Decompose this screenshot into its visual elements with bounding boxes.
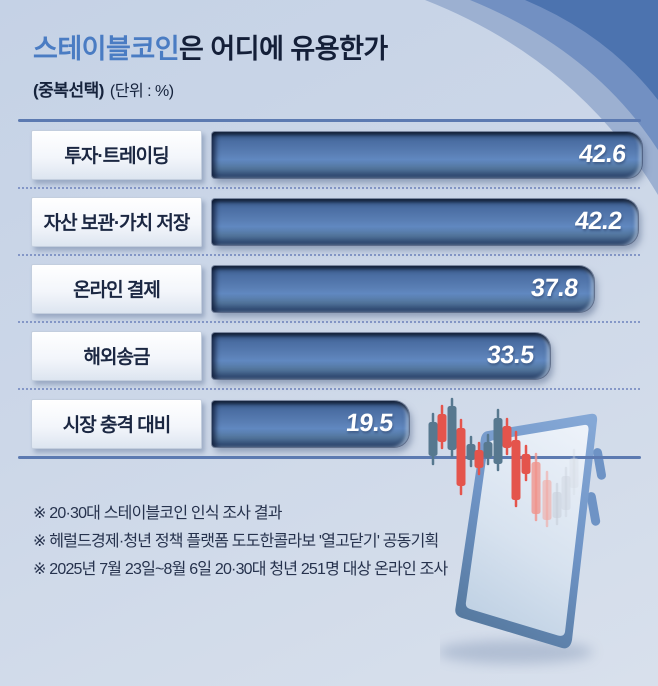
value-label: 33.5 xyxy=(485,340,536,369)
category-label-box: 자산 보관·가치 저장 xyxy=(31,196,202,247)
category-label: 시장 충격 대비 xyxy=(62,415,171,436)
bar-row: 온라인 결제 37.8 xyxy=(18,256,640,323)
bar-row: 투자·트레이딩 42.6 xyxy=(18,122,642,189)
category-label-box: 온라인 결제 xyxy=(31,263,202,314)
value-bar: 19.5 xyxy=(212,400,409,447)
value-bar: 33.5 xyxy=(212,332,550,379)
category-label: 투자·트레이딩 xyxy=(64,146,169,167)
category-label-box: 해외송금 xyxy=(31,330,202,381)
title-rest: 은 어디에 유용한가 xyxy=(179,34,388,64)
chart-top-border xyxy=(18,119,641,122)
value-bar: 42.2 xyxy=(212,198,638,245)
bar-track: 42.6 xyxy=(212,130,642,180)
value-bar: 42.6 xyxy=(212,131,642,178)
unit-note: (단위 : %) xyxy=(109,83,174,101)
category-label: 자산 보관·가치 저장 xyxy=(43,213,191,234)
bar-track: 37.8 xyxy=(212,264,640,314)
value-label: 42.6 xyxy=(577,139,628,168)
chart-bottom-border xyxy=(18,456,641,459)
bar-track: 42.2 xyxy=(212,197,640,247)
bar-row: 해외송금 33.5 xyxy=(18,323,640,390)
category-label-box: 투자·트레이딩 xyxy=(31,129,202,180)
multi-select-note: (중복선택) xyxy=(33,81,104,101)
bar-row: 시장 충격 대비 19.5 xyxy=(18,390,640,457)
category-label-box: 시장 충격 대비 xyxy=(31,398,202,449)
footnotes: ※ 20·30대 스테이블코인 인식 조사 결과 ※ 헤럴드경제·청년 정책 플… xyxy=(33,500,448,584)
phone-side-button-icon xyxy=(586,492,601,526)
title-accent: 스테이블코인 xyxy=(33,34,180,64)
bar-track: 33.5 xyxy=(212,331,640,381)
value-label: 19.5 xyxy=(344,408,395,437)
footnote: ※ 헤럴드경제·청년 정책 플랫폼 도도한콜라보 '열고닫기' 공동기획 xyxy=(33,533,439,550)
phone-shadow xyxy=(440,640,593,664)
bar-chart: 투자·트레이딩 42.6 자산 보관·가치 저장 42.2 온라인 결제 37.… xyxy=(18,122,642,457)
category-label: 온라인 결제 xyxy=(73,280,161,301)
bar-track: 19.5 xyxy=(212,399,640,449)
value-bar: 37.8 xyxy=(212,265,594,312)
category-label: 해외송금 xyxy=(83,347,151,368)
page-title: 스테이블코인은 어디에 유용한가 xyxy=(33,34,388,65)
subtitle: (중복선택) (단위 : %) xyxy=(33,76,388,101)
footnote: ※ 2025년 7월 23일~8월 6일 20·30대 청년 251명 대상 온… xyxy=(33,561,448,578)
value-label: 42.2 xyxy=(573,206,624,235)
bar-row: 자산 보관·가치 저장 42.2 xyxy=(18,189,640,256)
value-label: 37.8 xyxy=(529,273,580,302)
header: 스테이블코인은 어디에 유용한가 (중복선택) (단위 : %) xyxy=(33,34,388,101)
footnote: ※ 20·30대 스테이블코인 인식 조사 결과 xyxy=(33,505,283,522)
